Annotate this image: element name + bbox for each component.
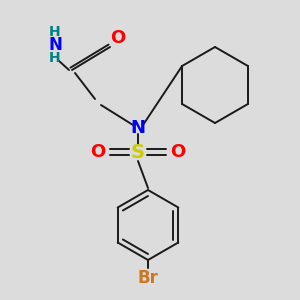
Text: O: O — [90, 143, 106, 161]
Text: O: O — [110, 29, 126, 47]
Text: N: N — [130, 119, 146, 137]
Text: O: O — [170, 143, 186, 161]
Text: H: H — [49, 51, 61, 65]
Text: H: H — [49, 25, 61, 39]
Text: Br: Br — [138, 269, 158, 287]
Text: N: N — [48, 36, 62, 54]
Text: S: S — [131, 142, 145, 161]
